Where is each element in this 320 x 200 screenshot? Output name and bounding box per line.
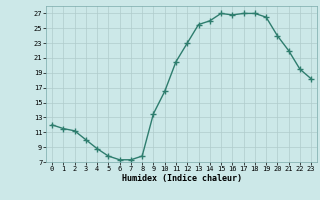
X-axis label: Humidex (Indice chaleur): Humidex (Indice chaleur)	[122, 174, 242, 183]
